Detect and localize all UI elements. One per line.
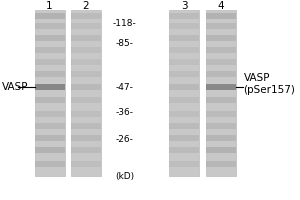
Bar [206, 135, 236, 141]
Bar [34, 13, 64, 19]
Bar [34, 35, 64, 41]
Bar [34, 23, 64, 29]
Bar [70, 23, 101, 29]
Bar [34, 147, 64, 153]
Bar [169, 71, 200, 77]
Bar [34, 161, 64, 167]
Bar [169, 23, 200, 29]
Bar [206, 71, 236, 77]
Bar [70, 97, 101, 103]
Bar [206, 84, 236, 90]
Bar [206, 161, 236, 167]
Bar [206, 35, 236, 41]
Bar [34, 123, 64, 129]
Bar [169, 35, 200, 41]
Bar [34, 135, 64, 141]
Text: 1: 1 [46, 1, 53, 11]
Bar [169, 147, 200, 153]
Bar [70, 111, 101, 117]
Bar [206, 97, 236, 103]
Bar [70, 147, 101, 153]
Text: -47-: -47- [116, 83, 134, 92]
Bar [206, 123, 236, 129]
Text: (kD): (kD) [115, 171, 134, 180]
Bar [70, 135, 101, 141]
Bar [206, 10, 236, 176]
Bar [206, 147, 236, 153]
Bar [34, 59, 64, 65]
Bar [169, 161, 200, 167]
Bar [206, 13, 236, 19]
Bar [70, 47, 101, 53]
Bar [70, 13, 101, 19]
Bar [169, 10, 200, 176]
Text: 3: 3 [181, 1, 188, 11]
Bar [169, 59, 200, 65]
Bar [169, 111, 200, 117]
Bar [169, 13, 200, 19]
Text: VASP
(pSer157): VASP (pSer157) [244, 73, 296, 95]
Text: -36-: -36- [116, 108, 134, 117]
Bar [206, 47, 236, 53]
Bar [34, 10, 64, 176]
Bar [70, 123, 101, 129]
Bar [206, 111, 236, 117]
Bar [169, 135, 200, 141]
Bar [206, 59, 236, 65]
Bar [70, 161, 101, 167]
Bar [70, 10, 101, 176]
Bar [70, 59, 101, 65]
Text: -26-: -26- [116, 134, 134, 144]
Bar [169, 97, 200, 103]
Bar [34, 84, 64, 90]
Bar [34, 71, 64, 77]
Text: 2: 2 [82, 1, 89, 11]
Bar [34, 111, 64, 117]
Bar [206, 84, 236, 90]
Bar [34, 97, 64, 103]
Bar [169, 123, 200, 129]
Bar [70, 35, 101, 41]
Bar [34, 84, 64, 90]
Bar [34, 47, 64, 53]
Text: -118-: -118- [112, 19, 136, 27]
Bar [169, 84, 200, 90]
Bar [169, 47, 200, 53]
Bar [70, 84, 101, 90]
Text: -85-: -85- [116, 38, 134, 47]
Text: VASP: VASP [2, 82, 28, 92]
Text: 4: 4 [217, 1, 224, 11]
Bar [206, 23, 236, 29]
Bar [70, 71, 101, 77]
